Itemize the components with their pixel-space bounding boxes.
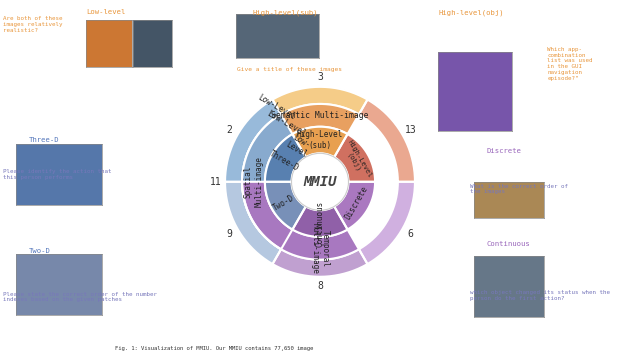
Text: High-Level
(sub): High-Level (sub) [297,130,343,150]
Text: 13: 13 [404,125,417,135]
Text: Please state the correct order of the number
indexes based on the given patches: Please state the correct order of the nu… [3,292,157,302]
Polygon shape [292,127,348,157]
Text: Continuous: Continuous [486,241,530,247]
Text: Three-D: Three-D [268,149,300,173]
Text: High-Level
(obj): High-Level (obj) [340,139,372,183]
Text: Temporal
Multi-image: Temporal Multi-image [310,223,330,274]
Text: Continuous: Continuous [316,201,324,247]
Circle shape [291,153,349,210]
Text: 11: 11 [210,177,221,187]
Text: Two-D: Two-D [271,193,296,212]
Polygon shape [273,249,367,277]
Polygon shape [242,104,359,249]
Text: Spatial
Multi-image: Spatial Multi-image [244,156,263,207]
Text: 8: 8 [317,281,323,291]
Text: which object changed its status when the
person do the first action?: which object changed its status when the… [470,290,611,301]
Text: Semantic Multi-image: Semantic Multi-image [271,111,369,120]
Text: Three-D: Three-D [29,137,60,143]
Text: MMIU: MMIU [303,175,337,189]
Text: Which app-
combination
list was used
in the GUI
navigation
episode?": Which app- combination list was used in … [547,47,593,81]
Polygon shape [265,182,306,230]
Text: Discrete: Discrete [343,184,369,221]
Text: 2: 2 [227,125,232,135]
Polygon shape [334,134,375,182]
Text: 9: 9 [227,229,232,239]
Text: Low-level: Low-level [86,9,126,15]
Text: Low-Level: Low-Level [266,109,308,139]
Text: High-level(sub): High-level(sub) [253,9,319,15]
Text: Low-Level: Low-Level [257,93,297,121]
Polygon shape [265,134,306,182]
Polygon shape [334,182,375,230]
Text: Low-
Level: Low- Level [284,131,314,160]
Polygon shape [273,87,367,114]
Text: What is the correct order of
the images: What is the correct order of the images [470,184,568,194]
Text: 6: 6 [408,229,413,239]
Text: Give a title of these images: Give a title of these images [237,67,342,72]
Polygon shape [292,207,348,237]
Polygon shape [225,182,281,264]
Polygon shape [242,182,359,260]
Polygon shape [242,114,292,249]
Polygon shape [225,100,281,182]
Polygon shape [359,182,415,264]
Text: Are both of these
images relatively
realistic?: Are both of these images relatively real… [3,16,63,33]
Text: Fig. 1: Visualization of MMIU. Our MMIU contains 77,650 image: Fig. 1: Visualization of MMIU. Our MMIU … [115,346,314,351]
Polygon shape [359,100,415,182]
Text: 3: 3 [317,72,323,82]
Text: Please identify the action that
this person performs: Please identify the action that this per… [3,169,112,180]
Text: Two-D: Two-D [29,248,51,255]
Text: High-level(obj): High-level(obj) [438,9,504,15]
Text: Discrete: Discrete [486,148,522,154]
